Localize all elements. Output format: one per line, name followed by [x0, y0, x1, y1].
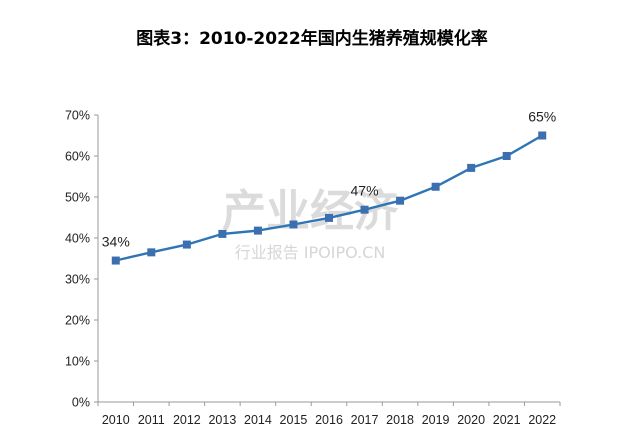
data-point	[182, 240, 191, 249]
y-tick-label: 60%	[65, 150, 90, 164]
y-tick-label: 50%	[65, 191, 90, 205]
data-point	[396, 196, 405, 205]
x-tick-label: 2013	[208, 413, 236, 427]
x-tick-label: 2018	[386, 413, 414, 427]
data-point	[467, 163, 476, 172]
data-point	[538, 131, 547, 140]
watermark-brand: 产业经济	[222, 186, 399, 237]
x-tick-label: 2019	[422, 413, 450, 427]
x-tick-label: 2016	[315, 413, 343, 427]
data-label: 47%	[351, 183, 379, 199]
watermark: 产业经济 行业报告 IPOIPO.CN	[222, 186, 399, 262]
y-tick-label: 0%	[72, 396, 90, 410]
y-tick-label: 40%	[65, 232, 90, 246]
chart-data-labels: 34% 47% 65%	[102, 109, 556, 250]
x-tick-label: 2014	[244, 413, 272, 427]
x-tick-label: 2011	[138, 413, 165, 427]
y-tick-label: 30%	[65, 273, 90, 287]
data-label: 65%	[528, 109, 556, 125]
x-tick-label: 2022	[528, 413, 556, 427]
x-tick-label: 2010	[102, 413, 130, 427]
data-point	[218, 229, 227, 238]
data-point	[147, 248, 156, 257]
data-point	[360, 205, 369, 214]
y-tick-label: 20%	[65, 314, 90, 328]
data-point	[111, 256, 120, 265]
data-label: 34%	[102, 234, 130, 250]
x-tick-label: 2020	[457, 413, 485, 427]
y-tick-label: 10%	[65, 355, 90, 369]
chart-title: 图表3：2010-2022年国内生猪养殖规模化率	[136, 28, 488, 49]
x-tick-label: 2012	[173, 413, 201, 427]
data-point	[253, 226, 262, 235]
watermark-tagline: 行业报告 IPOIPO.CN	[235, 243, 386, 262]
x-tick-label: 2017	[351, 413, 379, 427]
x-tick-label: 2021	[493, 413, 521, 427]
data-point	[431, 182, 440, 191]
chart-axes: 0% 10% 20% 30% 40% 50% 60% 70% 2010 2011 2012 2013 2…	[65, 109, 561, 427]
data-point	[502, 152, 511, 160]
data-point	[289, 220, 298, 229]
data-point	[325, 213, 333, 222]
chart-series	[111, 131, 547, 265]
x-tick-label: 2015	[280, 413, 308, 427]
y-tick-label: 70%	[65, 109, 90, 123]
